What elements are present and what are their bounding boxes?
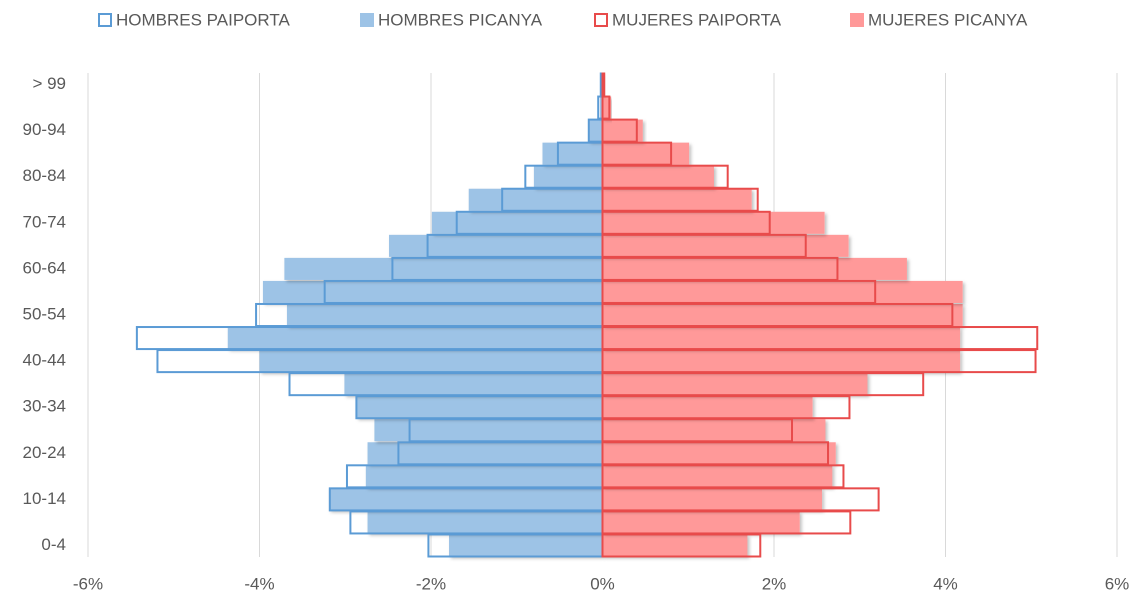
bar — [601, 187, 759, 212]
x-tick-label: 0% — [590, 574, 615, 593]
bar — [388, 234, 603, 257]
legend-swatch — [850, 13, 864, 27]
y-tick-label: 60-64 — [23, 258, 66, 277]
bar — [602, 534, 748, 557]
bar — [602, 419, 826, 442]
bar — [602, 234, 849, 257]
x-tick-label: 4% — [933, 574, 958, 593]
legend-label: HOMBRES PAIPORTA — [116, 10, 290, 29]
y-tick-label: 90-94 — [23, 120, 66, 139]
bar — [588, 119, 603, 142]
bar — [367, 511, 603, 534]
y-tick-label: 40-44 — [23, 351, 66, 370]
legend-label: MUJERES PAIPORTA — [612, 10, 782, 29]
x-tick-label: 6% — [1105, 574, 1130, 593]
bar — [599, 96, 603, 119]
bar — [602, 303, 963, 327]
bar — [602, 396, 813, 419]
bar — [601, 256, 839, 281]
legend-swatch — [594, 13, 608, 27]
bar — [601, 118, 638, 143]
y-tick-label: 70-74 — [23, 212, 66, 231]
bar — [601, 95, 611, 120]
bar — [449, 534, 603, 557]
bar — [286, 303, 603, 327]
legend-label: MUJERES PICANYA — [868, 10, 1028, 29]
bar — [431, 211, 603, 234]
y-tick-label: 0-4 — [41, 535, 66, 554]
y-tick-label: 10-14 — [23, 489, 66, 508]
legend-swatch — [98, 13, 112, 27]
bar — [365, 465, 603, 488]
legend-label: HOMBRES PICANYA — [378, 10, 543, 29]
bar — [602, 442, 836, 465]
bar — [602, 488, 823, 511]
bar — [602, 96, 612, 119]
bar — [602, 465, 833, 488]
y-tick-label: 20-24 — [23, 443, 66, 462]
bar — [601, 210, 771, 235]
y-tick-label: > 99 — [32, 74, 66, 93]
x-tick-label: 2% — [762, 574, 787, 593]
bar — [542, 142, 603, 165]
bar — [601, 487, 880, 512]
bar — [602, 188, 752, 211]
bar — [468, 188, 603, 211]
bar — [601, 418, 794, 443]
bar — [344, 373, 603, 396]
bar — [602, 211, 825, 234]
bar — [602, 350, 961, 373]
bar — [356, 396, 603, 419]
x-tick-label: -4% — [244, 574, 274, 593]
y-tick-label: 80-84 — [23, 166, 66, 185]
bar — [374, 419, 603, 442]
bar — [284, 257, 603, 280]
bar — [328, 488, 603, 511]
legend-swatch — [360, 13, 374, 27]
bar — [227, 327, 603, 350]
bar — [602, 257, 907, 280]
bar — [259, 350, 603, 373]
bar — [602, 142, 690, 165]
bar — [602, 280, 963, 303]
bar — [601, 72, 606, 97]
bar — [602, 327, 961, 350]
bar — [601, 302, 954, 328]
x-tick-label: -2% — [416, 574, 446, 593]
bar — [601, 349, 1037, 374]
x-tick-label: -6% — [73, 574, 103, 593]
bar — [533, 165, 603, 188]
bar — [367, 442, 603, 465]
y-tick-label: 30-34 — [23, 397, 66, 416]
bar — [601, 164, 729, 189]
bar — [602, 119, 643, 142]
bar — [262, 280, 603, 303]
y-tick-label: 50-54 — [23, 304, 66, 323]
bar — [602, 373, 868, 396]
bar — [602, 165, 714, 188]
bar — [602, 511, 800, 534]
